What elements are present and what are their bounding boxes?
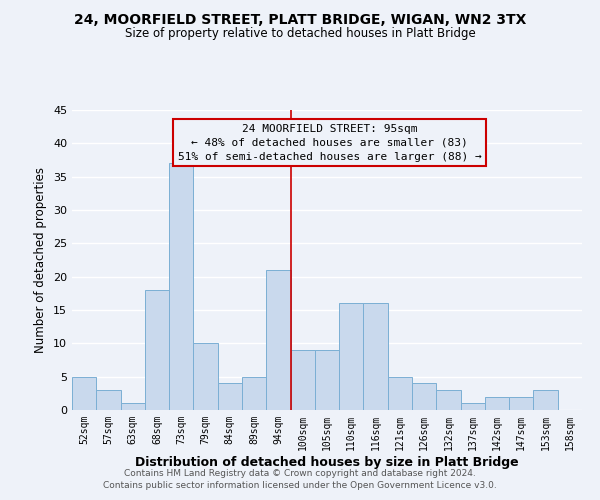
Bar (218, 384, 242, 410)
Bar (315, 350, 339, 410)
Text: 24, MOORFIELD STREET, PLATT BRIDGE, WIGAN, WN2 3TX: 24, MOORFIELD STREET, PLATT BRIDGE, WIGA… (74, 12, 526, 26)
Y-axis label: Number of detached properties: Number of detached properties (34, 167, 47, 353)
Bar (412, 384, 436, 410)
X-axis label: Distribution of detached houses by size in Platt Bridge: Distribution of detached houses by size … (135, 456, 519, 468)
Bar (193, 344, 218, 410)
Bar (533, 390, 558, 410)
Text: Contains HM Land Registry data © Crown copyright and database right 2024.: Contains HM Land Registry data © Crown c… (124, 468, 476, 477)
Bar (242, 376, 266, 410)
Bar (339, 304, 364, 410)
Bar (485, 396, 509, 410)
Bar (461, 404, 485, 410)
Bar (169, 164, 193, 410)
Bar (145, 290, 169, 410)
Text: 24 MOORFIELD STREET: 95sqm
← 48% of detached houses are smaller (83)
51% of semi: 24 MOORFIELD STREET: 95sqm ← 48% of deta… (178, 124, 481, 162)
Bar (96, 390, 121, 410)
Bar (266, 270, 290, 410)
Bar (364, 304, 388, 410)
Bar (388, 376, 412, 410)
Text: Contains public sector information licensed under the Open Government Licence v3: Contains public sector information licen… (103, 481, 497, 490)
Bar (121, 404, 145, 410)
Bar (72, 376, 96, 410)
Bar (436, 390, 461, 410)
Bar (509, 396, 533, 410)
Bar (290, 350, 315, 410)
Text: Size of property relative to detached houses in Platt Bridge: Size of property relative to detached ho… (125, 28, 475, 40)
